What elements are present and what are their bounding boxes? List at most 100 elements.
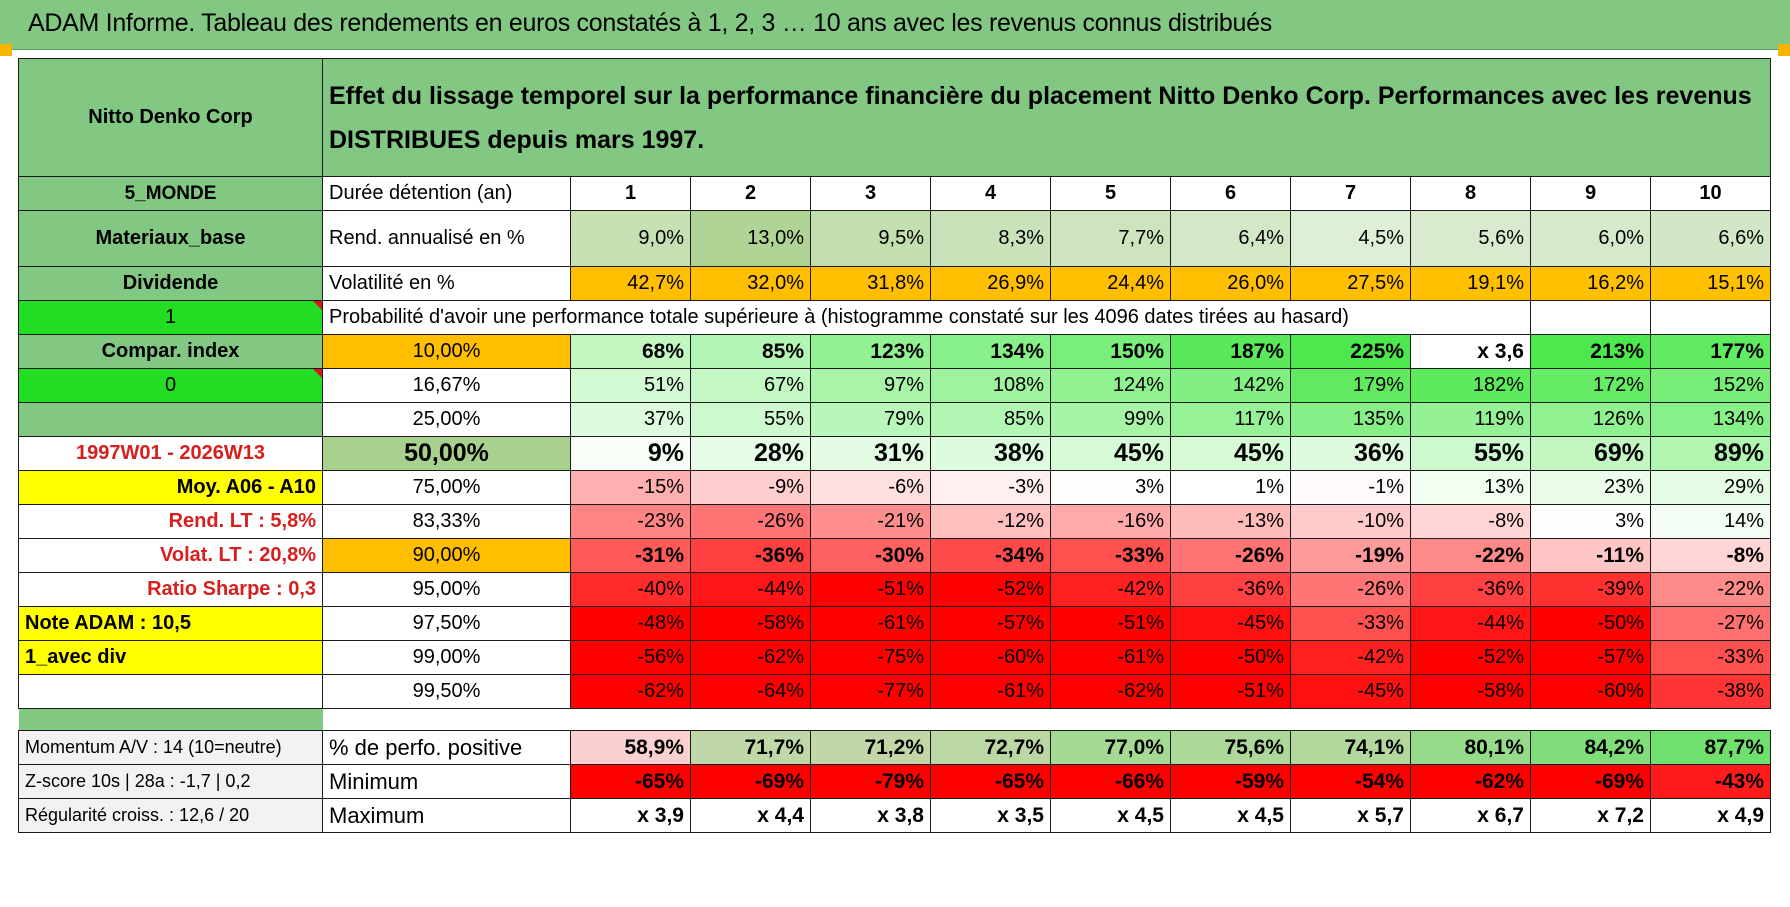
volatility-1: 42,7% xyxy=(570,266,691,301)
empty-cell xyxy=(1649,300,1772,335)
perf-1: 68% xyxy=(570,334,691,369)
perf-4: 108% xyxy=(930,368,1051,403)
perf-5: -51% xyxy=(1050,606,1171,641)
header-row: Nitto Denko Corp Effet du lissage tempor… xyxy=(18,58,1772,177)
perf-6: 45% xyxy=(1170,436,1291,471)
side-label: 1997W01 - 2026W13 xyxy=(18,436,323,471)
perf-1: -23% xyxy=(570,504,691,539)
perf-2: 67% xyxy=(690,368,811,403)
title-bar: ADAM Informe. Tableau des rendements en … xyxy=(0,0,1790,50)
perf-3: -61% xyxy=(810,606,931,641)
perf-8: -44% xyxy=(1410,606,1531,641)
summary-4: 72,7% xyxy=(930,730,1051,765)
duration-1: 1 xyxy=(570,176,691,211)
summary-2: -69% xyxy=(690,764,811,799)
return-9: 6,0% xyxy=(1530,210,1651,267)
perf-8: -52% xyxy=(1410,640,1531,675)
perf-7: -45% xyxy=(1290,674,1411,709)
separator-green xyxy=(18,708,323,731)
volatility-3: 31,8% xyxy=(810,266,931,301)
perf-1: 37% xyxy=(570,402,691,437)
volatility-7: 27,5% xyxy=(1290,266,1411,301)
summary-5: -66% xyxy=(1050,764,1171,799)
perf-10: -8% xyxy=(1649,538,1772,573)
perf-8: 119% xyxy=(1410,402,1531,437)
perf-8: -58% xyxy=(1410,674,1531,709)
perf-6: -51% xyxy=(1170,674,1291,709)
perf-2: -9% xyxy=(690,470,811,505)
quantile-row: Compar. index 10,00% 68% 85% 123% 134% 150% 187… xyxy=(18,334,1772,369)
perf-5: -61% xyxy=(1050,640,1171,675)
perf-9: -11% xyxy=(1530,538,1651,573)
perf-9: 172% xyxy=(1530,368,1651,403)
perf-7: 36% xyxy=(1290,436,1411,471)
perf-8: -22% xyxy=(1410,538,1531,573)
quantile-row: 25,00% 37% 55% 79% 85% 99% 117% 135% 119% 126% 134… xyxy=(18,402,1772,437)
volatility-6: 26,0% xyxy=(1170,266,1291,301)
perf-9: -50% xyxy=(1530,606,1651,641)
perf-4: 134% xyxy=(930,334,1051,369)
volatility-5: 24,4% xyxy=(1050,266,1171,301)
summary-7: -54% xyxy=(1290,764,1411,799)
perf-6: -50% xyxy=(1170,640,1291,675)
quantile-row: 1_avec div 99,00% -56% -62% -75% -60% -61% -50%… xyxy=(18,640,1772,675)
summary-8: 80,1% xyxy=(1410,730,1531,765)
return-1: 9,0% xyxy=(570,210,691,267)
durations-row: 5_MONDE Durée détention (an) 1 2 3 4 5 6 7 8 9 10 xyxy=(18,176,1772,211)
perf-5: 3% xyxy=(1050,470,1171,505)
summary-5: 77,0% xyxy=(1050,730,1171,765)
perf-5: -16% xyxy=(1050,504,1171,539)
perf-7: -26% xyxy=(1290,572,1411,607)
side-label: Ratio Sharpe : 0,3 xyxy=(18,572,323,607)
summary-10: 87,7% xyxy=(1649,730,1772,765)
volatility-row: Dividende Volatilité en % 42,7% 32,0% 31,8… xyxy=(18,266,1772,301)
summary-row: Z-score 10s | 28a : -1,7 | 0,2 Minimum -65… xyxy=(18,764,1772,799)
duration-5: 5 xyxy=(1050,176,1171,211)
perf-7: 135% xyxy=(1290,402,1411,437)
summary-label: Z-score 10s | 28a : -1,7 | 0,2 xyxy=(18,764,323,799)
perf-7: -1% xyxy=(1290,470,1411,505)
perf-7: 225% xyxy=(1290,334,1411,369)
perf-10: -33% xyxy=(1649,640,1772,675)
perf-6: -45% xyxy=(1170,606,1291,641)
summary-4: -65% xyxy=(930,764,1051,799)
summary-6: x 4,5 xyxy=(1170,798,1291,833)
returns-row: Materiaux_base Rend. annualisé en % 9,0%… xyxy=(18,210,1772,267)
perf-5: -33% xyxy=(1050,538,1171,573)
perf-4: -60% xyxy=(930,640,1051,675)
perf-4: 85% xyxy=(930,402,1051,437)
duration-6: 6 xyxy=(1170,176,1291,211)
summary-3: 71,2% xyxy=(810,730,931,765)
empty-cell xyxy=(1530,300,1651,335)
return-3: 9,5% xyxy=(810,210,931,267)
corner-marker-right xyxy=(1778,44,1790,56)
perf-3: -51% xyxy=(810,572,931,607)
perf-8: 55% xyxy=(1410,436,1531,471)
duration-3: 3 xyxy=(810,176,931,211)
summary-row: Régularité croiss. : 12,6 / 20 Maximum x 3… xyxy=(18,798,1772,833)
summary-1: x 3,9 xyxy=(570,798,691,833)
perf-4: -34% xyxy=(930,538,1051,573)
dividend-label: Dividende xyxy=(18,266,323,301)
durations-desc: Durée détention (an) xyxy=(322,176,571,211)
perf-5: -62% xyxy=(1050,674,1171,709)
side-label: Note ADAM : 10,5 xyxy=(18,606,323,641)
side-label: Moy. A06 - A10 xyxy=(18,470,323,505)
duration-10: 10 xyxy=(1649,176,1772,211)
summary-9: -69% xyxy=(1530,764,1651,799)
perf-8: -36% xyxy=(1410,572,1531,607)
duration-7: 7 xyxy=(1290,176,1411,211)
perf-8: -8% xyxy=(1410,504,1531,539)
summary-2: 71,7% xyxy=(690,730,811,765)
summary-7: 74,1% xyxy=(1290,730,1411,765)
prob-flag: 1 xyxy=(18,300,323,335)
perf-9: 3% xyxy=(1530,504,1651,539)
quantile-row: 99,50% -62% -64% -77% -61% -62% -51% -45% -58% -6… xyxy=(18,674,1772,709)
summary-4: x 3,5 xyxy=(930,798,1051,833)
return-8: 5,6% xyxy=(1410,210,1531,267)
duration-9: 9 xyxy=(1530,176,1651,211)
perf-4: -52% xyxy=(930,572,1051,607)
return-7: 4,5% xyxy=(1290,210,1411,267)
perf-7: -33% xyxy=(1290,606,1411,641)
summary-desc: Minimum xyxy=(322,764,571,799)
